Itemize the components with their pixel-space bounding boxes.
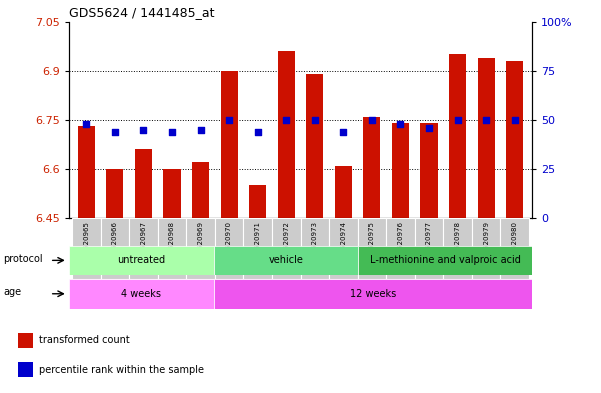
Point bbox=[196, 127, 206, 133]
Point bbox=[481, 117, 491, 123]
Bar bbox=[214, 246, 358, 275]
Point bbox=[367, 117, 377, 123]
Point bbox=[310, 117, 320, 123]
Bar bbox=[329, 218, 358, 279]
Text: GDS5624 / 1441485_at: GDS5624 / 1441485_at bbox=[69, 6, 215, 19]
Bar bbox=[135, 149, 152, 218]
Bar bbox=[214, 279, 532, 309]
Bar bbox=[163, 169, 180, 218]
Point bbox=[224, 117, 234, 123]
Text: GSM1520967: GSM1520967 bbox=[141, 221, 147, 268]
Bar bbox=[300, 218, 329, 279]
Bar bbox=[69, 246, 214, 275]
Bar bbox=[100, 218, 129, 279]
Text: GSM1520979: GSM1520979 bbox=[483, 221, 489, 268]
Bar bbox=[415, 218, 444, 279]
Text: GSM1520975: GSM1520975 bbox=[369, 221, 375, 268]
Text: GSM1520972: GSM1520972 bbox=[283, 221, 289, 268]
Bar bbox=[307, 74, 323, 218]
Bar bbox=[358, 246, 532, 275]
Bar bbox=[18, 362, 33, 377]
Bar bbox=[221, 71, 237, 218]
Bar bbox=[444, 218, 472, 279]
Text: GSM1520977: GSM1520977 bbox=[426, 221, 432, 268]
Text: 12 weeks: 12 weeks bbox=[350, 289, 396, 299]
Point bbox=[139, 127, 148, 133]
Text: GSM1520971: GSM1520971 bbox=[255, 221, 261, 268]
Bar bbox=[215, 218, 243, 279]
Text: 4 weeks: 4 weeks bbox=[121, 289, 162, 299]
Bar bbox=[129, 218, 157, 279]
Text: GSM1520973: GSM1520973 bbox=[312, 221, 318, 268]
Bar bbox=[358, 218, 386, 279]
Point bbox=[110, 129, 120, 135]
Text: GSM1520965: GSM1520965 bbox=[84, 221, 90, 268]
Bar bbox=[506, 61, 523, 218]
Bar bbox=[386, 218, 415, 279]
Text: protocol: protocol bbox=[4, 254, 43, 264]
Point bbox=[453, 117, 462, 123]
Point bbox=[253, 129, 263, 135]
Point bbox=[395, 121, 405, 127]
Point bbox=[338, 129, 348, 135]
Bar bbox=[335, 166, 352, 218]
Point bbox=[424, 125, 434, 131]
Bar bbox=[421, 123, 438, 218]
Bar bbox=[192, 162, 209, 218]
Bar bbox=[272, 218, 300, 279]
Point bbox=[167, 129, 177, 135]
Bar bbox=[186, 218, 215, 279]
Bar bbox=[18, 333, 33, 348]
Bar bbox=[69, 279, 214, 309]
Text: GSM1520974: GSM1520974 bbox=[340, 221, 346, 268]
Text: GSM1520968: GSM1520968 bbox=[169, 221, 175, 268]
Text: age: age bbox=[4, 287, 22, 297]
Bar bbox=[243, 218, 272, 279]
Bar bbox=[78, 127, 95, 218]
Text: GSM1520966: GSM1520966 bbox=[112, 221, 118, 268]
Text: L-methionine and valproic acid: L-methionine and valproic acid bbox=[370, 255, 520, 265]
Bar bbox=[364, 117, 380, 218]
Bar bbox=[249, 185, 266, 218]
Text: transformed count: transformed count bbox=[39, 335, 130, 345]
Bar bbox=[157, 218, 186, 279]
Text: GSM1520980: GSM1520980 bbox=[511, 221, 517, 268]
Text: GSM1520978: GSM1520978 bbox=[454, 221, 460, 268]
Text: GSM1520976: GSM1520976 bbox=[397, 221, 403, 268]
Point bbox=[82, 121, 91, 127]
Text: vehicle: vehicle bbox=[269, 255, 304, 265]
Bar bbox=[449, 54, 466, 218]
Bar bbox=[392, 123, 409, 218]
Bar bbox=[472, 218, 501, 279]
Text: GSM1520969: GSM1520969 bbox=[198, 221, 204, 268]
Point bbox=[281, 117, 291, 123]
Point bbox=[510, 117, 519, 123]
Text: GSM1520970: GSM1520970 bbox=[226, 221, 232, 268]
Bar bbox=[478, 58, 495, 218]
Bar bbox=[501, 218, 529, 279]
Bar bbox=[278, 51, 294, 218]
Bar bbox=[106, 169, 123, 218]
Text: percentile rank within the sample: percentile rank within the sample bbox=[39, 365, 204, 375]
Bar bbox=[72, 218, 100, 279]
Text: untreated: untreated bbox=[117, 255, 165, 265]
